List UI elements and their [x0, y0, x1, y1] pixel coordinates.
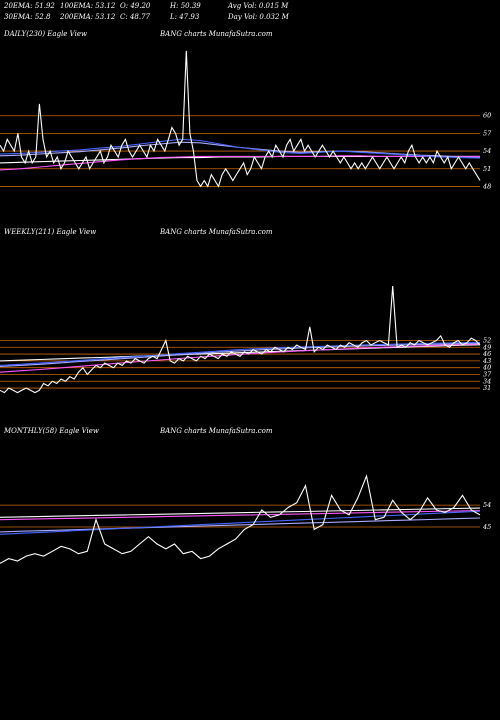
- daily-chart: 60 57 54 51 48: [0, 50, 492, 190]
- high-readout: H: 50.39: [170, 2, 201, 10]
- daily-y-tick-label-4: 48: [482, 182, 491, 190]
- monthly-ema100-line: [0, 509, 481, 521]
- daily-y-tick-label-1: 57: [483, 129, 492, 137]
- ema20-readout: 20EMA: 51.92: [4, 2, 55, 10]
- daily-ema100-line: [0, 155, 480, 171]
- open-readout: O: 49.20: [120, 2, 151, 10]
- daily-ema20-line: [0, 138, 481, 159]
- monthly-y-tick-label-1: 45: [482, 523, 491, 531]
- monthly-panel-title: MONTHLY(58) Eagle View: [4, 427, 99, 435]
- weekly-ema200-line: [0, 344, 481, 362]
- daily-y-tick-label-2: 54: [483, 147, 491, 155]
- weekly-panel-watermark: BANG charts MunafaSutra.com: [160, 228, 273, 236]
- daily-panel-title: DAILY(230) Eagle View: [4, 30, 87, 38]
- avg-vol-readout: Avg Vol: 0.015 M: [228, 2, 289, 10]
- weekly-ema20-line: [0, 341, 481, 366]
- weekly-panel-title: WEEKLY(211) Eagle View: [4, 228, 97, 236]
- weekly-y-tick-label-4: 40: [482, 364, 491, 372]
- day-vol-readout: Day Vol: 0.032 M: [228, 13, 289, 21]
- close-readout: C: 48.77: [120, 13, 150, 21]
- weekly-y-tick-label-7: 31: [483, 384, 491, 392]
- monthly-chart: 54 45: [0, 474, 491, 564]
- monthly-price-line: [0, 474, 481, 564]
- weekly-price-line: [0, 286, 481, 394]
- low-readout: L: 47.93: [170, 13, 200, 21]
- weekly-ema30-line: [0, 342, 481, 368]
- weekly-y-tick-label-5: 37: [483, 370, 492, 378]
- weekly-y-tick-label-1: 49: [482, 343, 491, 351]
- ema100-readout: 100EMA: 53.12: [60, 2, 116, 10]
- monthly-ema200-line: [0, 507, 481, 518]
- daily-panel-watermark: BANG charts MunafaSutra.com: [160, 30, 273, 38]
- ema30-readout: 30EMA: 52.8: [4, 13, 51, 21]
- weekly-y-tick-label-0: 52: [483, 336, 491, 344]
- monthly-ema30-line: [0, 517, 481, 533]
- daily-price-line: [0, 50, 481, 188]
- weekly-y-tick-label-2: 46: [482, 350, 491, 358]
- indicator-header: 20EMA: 51.92 100EMA: 53.12 O: 49.20 H: 5…: [0, 0, 500, 24]
- weekly-y-tick-label-3: 43: [482, 357, 491, 365]
- daily-y-tick-label-0: 60: [483, 112, 491, 120]
- weekly-y-tick-label-6: 34: [483, 377, 491, 385]
- monthly-y-tick-label-0: 54: [483, 501, 491, 509]
- monthly-panel-watermark: BANG charts MunafaSutra.com: [160, 427, 273, 435]
- monthly-ema20-line: [0, 510, 481, 535]
- ema200-readout: 200EMA: 53.12: [60, 13, 116, 21]
- weekly-ema100-line: [0, 343, 481, 373]
- daily-y-tick-label-3: 51: [483, 165, 491, 173]
